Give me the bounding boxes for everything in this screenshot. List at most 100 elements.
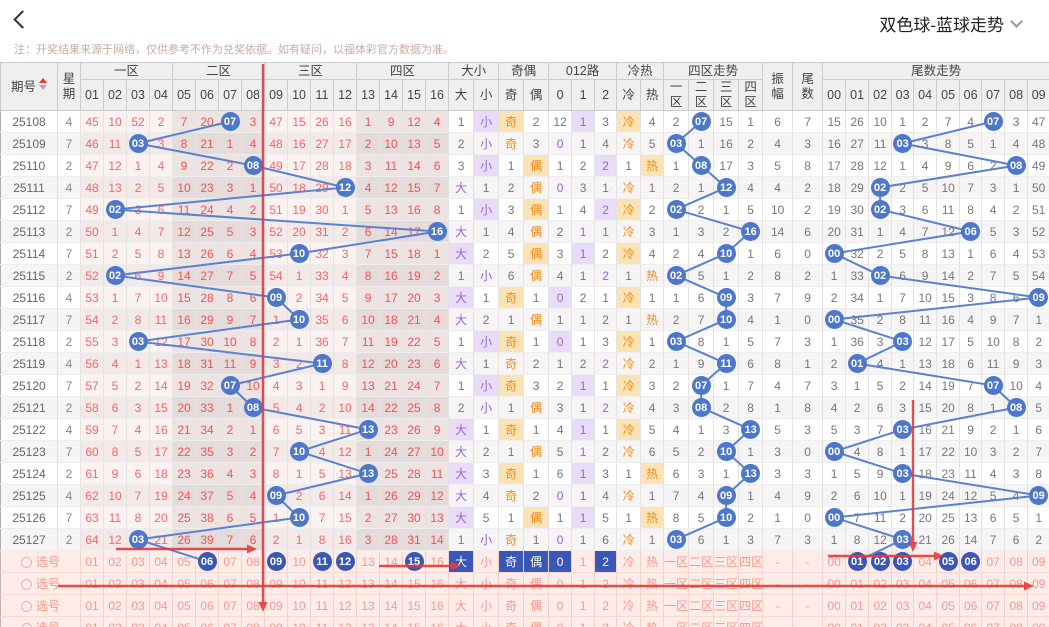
pick-number-cell[interactable]: 04	[149, 594, 174, 617]
pick-tail-number-cell[interactable]: 02	[868, 616, 893, 627]
pick-coldhot-cell[interactable]: 热	[640, 572, 665, 595]
pick-zone-cell[interactable]: 二区	[688, 616, 715, 627]
pick-number-cell[interactable]: 08	[241, 616, 266, 627]
pick-number-cell[interactable]: 07	[218, 616, 243, 627]
pick-number-cell[interactable]: 13	[356, 616, 381, 627]
pick-number-cell[interactable]: 12	[333, 594, 358, 617]
pick-size-cell[interactable]: 小	[473, 572, 500, 595]
pick-number-cell[interactable]: 01	[80, 572, 104, 595]
pick-size-cell[interactable]: 小	[473, 594, 500, 617]
pick-number-cell[interactable]: 13	[356, 594, 381, 617]
pick-number-cell[interactable]: 12	[333, 550, 358, 573]
pick-zone-cell[interactable]: 二区	[688, 594, 715, 617]
pick-number-cell[interactable]: 03	[126, 594, 150, 617]
pick-number-cell[interactable]: 16	[425, 550, 450, 573]
pick-road-cell[interactable]: 0	[548, 572, 573, 595]
pick-number-cell[interactable]: 08	[241, 550, 266, 573]
pick-number-cell[interactable]: 14	[379, 550, 404, 573]
pick-tail-number-cell[interactable]: 02	[868, 550, 893, 573]
pick-tail-number-cell[interactable]: 06	[959, 594, 983, 617]
pick-zone-cell[interactable]: 一区	[663, 594, 690, 617]
pick-tail-number-cell[interactable]: 02	[868, 572, 893, 595]
sort-icon[interactable]	[39, 78, 47, 90]
pick-zone-cell[interactable]: 四区	[738, 572, 764, 595]
pick-number-cell[interactable]: 05	[172, 616, 197, 627]
radio-icon[interactable]	[20, 579, 32, 590]
pick-road-cell[interactable]: 0	[548, 594, 573, 617]
pick-tail-number-cell[interactable]: 04	[913, 616, 938, 627]
pick-number-cell[interactable]: 11	[310, 572, 335, 595]
pick-number-cell[interactable]: 14	[379, 594, 404, 617]
pick-number-cell[interactable]: 05	[172, 594, 197, 617]
pick-zone-cell[interactable]: 四区	[738, 616, 764, 627]
pick-number-cell[interactable]: 05	[172, 572, 197, 595]
pick-number-cell[interactable]: 07	[218, 550, 243, 573]
pick-road-cell[interactable]: 2	[594, 594, 618, 617]
pick-zone-cell[interactable]: 三区	[713, 550, 740, 573]
pick-road-cell[interactable]: 0	[548, 616, 573, 627]
pick-number-cell[interactable]: 16	[425, 594, 450, 617]
pick-number-cell[interactable]: 11	[310, 594, 335, 617]
pick-number-cell[interactable]: 09	[264, 550, 289, 573]
pick-number-cell[interactable]: 15	[402, 572, 427, 595]
pick-tail-number-cell[interactable]: 00	[822, 550, 847, 573]
pick-number-cell[interactable]: 06	[195, 572, 220, 595]
pick-zone-cell[interactable]: 三区	[713, 616, 740, 627]
pick-number-cell[interactable]: 03	[126, 572, 150, 595]
pick-number-cell[interactable]: 01	[80, 594, 104, 617]
pick-tail-number-cell[interactable]: 06	[959, 616, 983, 627]
pick-tail-number-cell[interactable]: 04	[913, 572, 938, 595]
pick-parity-cell[interactable]: 奇	[498, 550, 525, 573]
pick-tail-number-cell[interactable]: 08	[1004, 594, 1029, 617]
pick-number-cell[interactable]: 15	[402, 616, 427, 627]
pick-size-cell[interactable]: 小	[473, 550, 500, 573]
pick-number-cell[interactable]: 01	[80, 616, 104, 627]
pick-parity-cell[interactable]: 偶	[523, 572, 550, 595]
pick-tail-number-cell[interactable]: 07	[981, 616, 1006, 627]
pick-number-cell[interactable]: 05	[172, 550, 197, 573]
pick-road-cell[interactable]: 2	[594, 550, 618, 573]
pick-parity-cell[interactable]: 偶	[523, 594, 550, 617]
pick-tail-number-cell[interactable]: 06	[959, 550, 983, 573]
pick-number-cell[interactable]: 13	[356, 550, 381, 573]
pick-number-cell[interactable]: 09	[264, 572, 289, 595]
pick-number-cell[interactable]: 10	[287, 616, 312, 627]
pick-number-cell[interactable]: 11	[310, 550, 335, 573]
pick-tail-number-cell[interactable]: 02	[868, 594, 893, 617]
pick-tail-number-cell[interactable]: 04	[913, 594, 938, 617]
pick-number-cell[interactable]: 08	[241, 594, 266, 617]
pick-number-cell[interactable]: 07	[218, 594, 243, 617]
pick-road-cell[interactable]: 1	[571, 616, 596, 627]
pick-size-cell[interactable]: 大	[448, 616, 475, 627]
pick-number-cell[interactable]: 16	[425, 572, 450, 595]
pick-coldhot-cell[interactable]: 热	[640, 550, 665, 573]
pick-zone-cell[interactable]: 四区	[738, 594, 764, 617]
pick-number-cell[interactable]: 06	[195, 594, 220, 617]
pick-tail-number-cell[interactable]: 01	[845, 550, 870, 573]
pick-tail-number-cell[interactable]: 09	[1027, 572, 1049, 595]
pick-tail-number-cell[interactable]: 07	[981, 550, 1006, 573]
radio-icon[interactable]	[20, 601, 32, 612]
pick-road-cell[interactable]: 2	[594, 572, 618, 595]
pick-zone-cell[interactable]: 一区	[663, 572, 690, 595]
pick-road-cell[interactable]: 0	[548, 550, 573, 573]
pick-tail-number-cell[interactable]: 05	[936, 550, 961, 573]
pick-number-cell[interactable]: 08	[241, 572, 266, 595]
pick-number-cell[interactable]: 10	[287, 572, 312, 595]
pick-size-cell[interactable]: 大	[448, 572, 475, 595]
pick-tail-number-cell[interactable]: 05	[936, 572, 961, 595]
pick-tail-number-cell[interactable]: 08	[1004, 572, 1029, 595]
pick-number-cell[interactable]: 11	[310, 616, 335, 627]
pick-tail-number-cell[interactable]: 03	[891, 572, 915, 595]
pick-number-cell[interactable]: 10	[287, 550, 312, 573]
pick-tail-number-cell[interactable]: 08	[1004, 616, 1029, 627]
pick-number-cell[interactable]: 02	[103, 594, 127, 617]
pick-number-cell[interactable]: 03	[126, 616, 150, 627]
pick-tail-number-cell[interactable]: 03	[891, 594, 915, 617]
pick-tail-number-cell[interactable]: 05	[936, 616, 961, 627]
pick-number-cell[interactable]: 09	[264, 594, 289, 617]
pick-number-cell[interactable]: 13	[356, 572, 381, 595]
pick-road-cell[interactable]: 2	[594, 616, 618, 627]
pick-zone-cell[interactable]: 三区	[713, 594, 740, 617]
pick-zone-cell[interactable]: 四区	[738, 550, 764, 573]
